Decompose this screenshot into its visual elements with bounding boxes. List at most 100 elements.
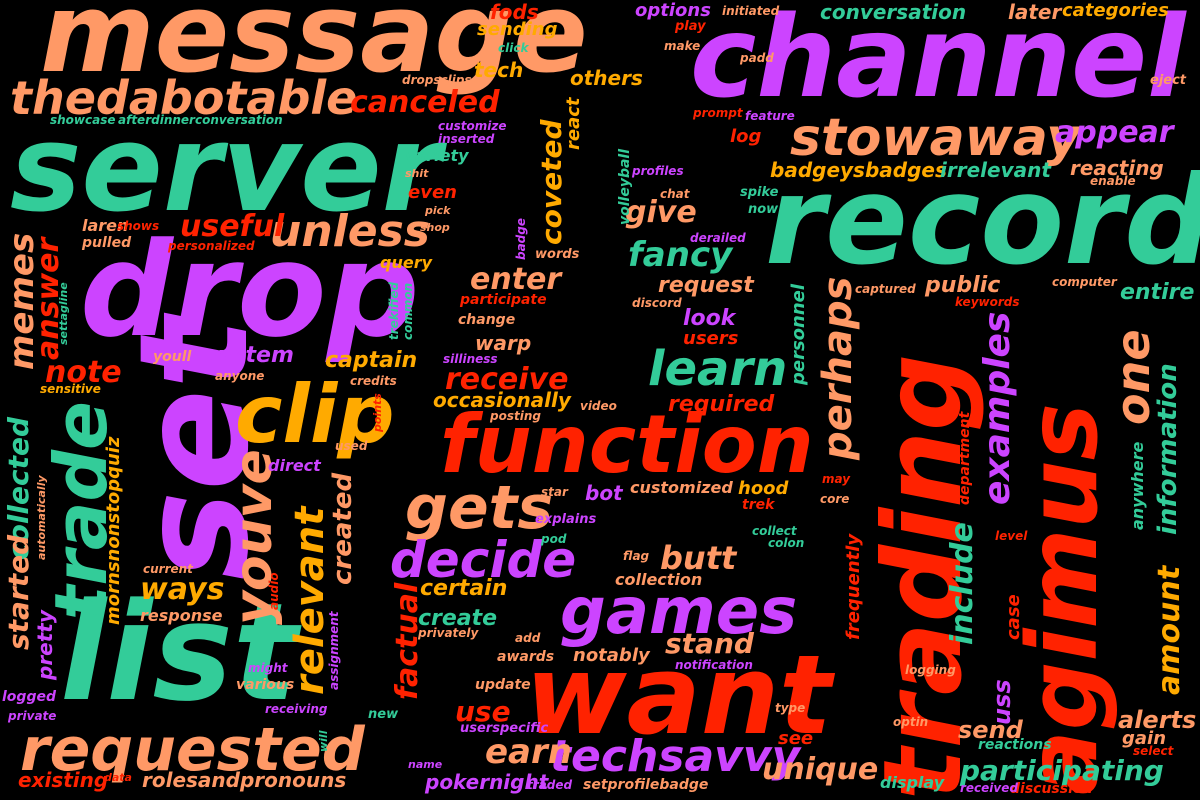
word-even: even [408, 182, 457, 203]
word-hood: hood [738, 478, 789, 499]
word-words: words [535, 247, 580, 262]
word-star: star [541, 485, 568, 499]
word-record: record [765, 150, 1200, 292]
word-categories: categories [1062, 0, 1169, 21]
word-ways: ways [140, 572, 225, 607]
word-fancy: fancy [628, 235, 733, 275]
word-thedabotable: thedabotable [10, 71, 358, 125]
word-send: send [958, 716, 1023, 744]
word-customized: customized [630, 478, 733, 497]
word-entire: entire [1120, 280, 1195, 305]
word-gets: gets [405, 473, 554, 543]
word-information: information [1153, 363, 1183, 535]
word-captured: captured [855, 282, 916, 296]
word-create: create [418, 606, 498, 631]
word-collection: collection [615, 570, 703, 589]
word-factual: factual [390, 582, 425, 700]
word-required: required [668, 392, 775, 417]
word-stand: stand [665, 627, 754, 660]
word-decide: decide [390, 531, 577, 589]
word-video: video [580, 399, 617, 413]
word-useful: useful [180, 209, 285, 244]
word-want: want [525, 631, 832, 759]
word-prompt: prompt [693, 106, 743, 120]
word-type: type [775, 701, 806, 715]
word-dropsclips: dropsclips [402, 73, 472, 87]
word-anyone: anyone [215, 369, 265, 383]
word-select: select [1133, 744, 1174, 758]
word-laren: laren [82, 216, 129, 235]
word-warp: warp [475, 331, 532, 355]
word-shop: shop [420, 221, 450, 234]
word-enable: enable [1090, 174, 1136, 188]
word-private: private [8, 709, 57, 723]
word-audio: audio [267, 572, 281, 610]
word-received: received [960, 781, 1018, 795]
word-derailed: derailed [690, 231, 746, 245]
word-captain: captain [325, 348, 418, 373]
word-logging: logging [905, 663, 956, 677]
word-personalized: personalized [168, 239, 255, 253]
word-initiated: initiated [722, 4, 780, 18]
word-pod: pod [541, 532, 567, 546]
word-colon: colon [768, 536, 805, 550]
word-irrelevant: irrelevant [940, 158, 1051, 182]
word-youll: youll [153, 349, 192, 365]
word-one: one [1106, 329, 1160, 425]
word-stowaway: stowaway [790, 108, 1081, 168]
word-badgeysbadges: badgeysbadges [770, 158, 947, 182]
word-options: options [635, 0, 711, 21]
word-receive: receive [445, 362, 569, 397]
word-drop: drop [80, 214, 420, 366]
word-react: react [563, 97, 584, 150]
word-click: click [498, 41, 529, 55]
word-fods: fods [490, 0, 539, 24]
word-uss: uss [988, 679, 1016, 725]
word-learn: learn [648, 341, 788, 397]
word-alerts: alerts [1118, 706, 1197, 734]
word-now: now [748, 202, 779, 217]
word-might: might [248, 661, 288, 675]
word-created: created [328, 472, 358, 585]
word-explains: explains [535, 512, 597, 527]
word-function: function [440, 398, 814, 491]
word-discussion: discussion [1010, 781, 1093, 797]
word-used: used [335, 439, 368, 453]
word-inserted: inserted [438, 132, 495, 146]
word-display: display [880, 773, 945, 792]
word-certain: certain [420, 576, 508, 601]
word-feature: feature [745, 109, 795, 123]
word-requested: requested [20, 715, 365, 785]
word-sensitive: sensitive [40, 382, 101, 396]
word-started: started [2, 534, 35, 650]
word-amount: amount [1152, 565, 1187, 695]
word-eject: eject [1150, 73, 1187, 88]
word-unique: unique [762, 752, 879, 787]
word-channel: channel [690, 0, 1186, 123]
word-privately: privately [418, 626, 479, 640]
word-change: change [458, 312, 516, 328]
word-pick: pick [425, 204, 451, 217]
word-reactions: reactions [978, 737, 1052, 753]
word-give: give [625, 195, 697, 230]
word-query: query [380, 253, 433, 272]
word-existing: existing [18, 768, 109, 792]
word-add: add [515, 631, 541, 645]
word-trekified: trekified [387, 281, 401, 340]
word-department: department [957, 411, 973, 505]
word-see: see [778, 728, 814, 749]
word-awards: awards [497, 649, 555, 665]
word-current: current [143, 562, 193, 576]
word-play: play [675, 19, 706, 34]
word-rolesandpronouns: rolesandpronouns [142, 768, 347, 792]
word-bot: bot [585, 481, 623, 505]
word-posting: posting [490, 409, 541, 423]
word-examples: examples [977, 311, 1018, 505]
word-gain: gain [1122, 728, 1167, 749]
word-keywords: keywords [955, 295, 1020, 309]
word-core: core [820, 492, 850, 506]
word-will: will [317, 730, 330, 752]
word-points: points [371, 393, 384, 432]
word-afterdinnerconversation: afterdinnerconversation [118, 113, 283, 127]
word-participate: participate [460, 292, 547, 308]
